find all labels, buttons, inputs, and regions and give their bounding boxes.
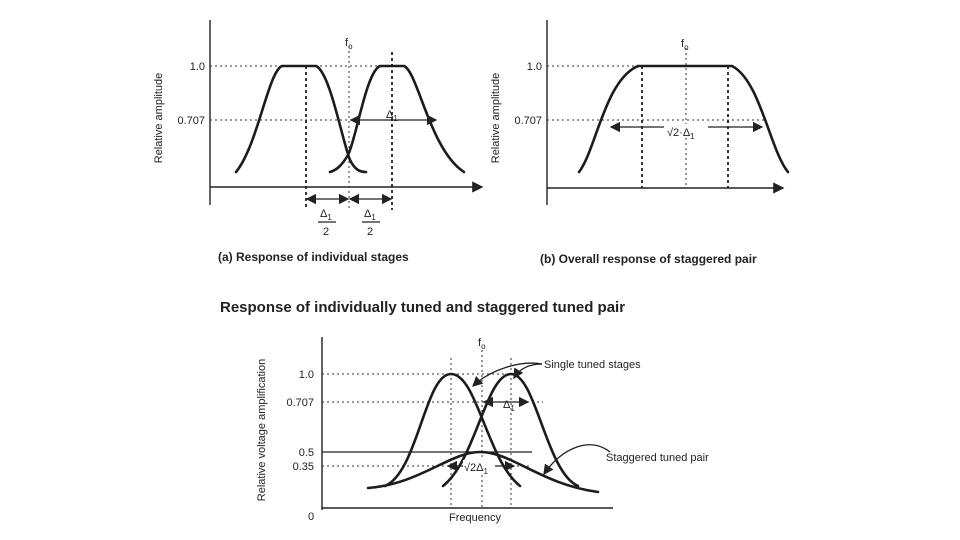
panel-a: Relative amplitude 1.0 0.707 fo Δ1 Δ1 2 … [153, 20, 484, 264]
panel-c-zero: 0 [308, 511, 314, 523]
panel-a-ylabel: Relative amplitude [153, 73, 165, 164]
panel-c-ylabel: Relative voltage amplification [256, 359, 268, 501]
panel-a-fo-label: fo [345, 37, 353, 51]
svg-text:2: 2 [323, 226, 329, 238]
panel-b-ylabel: Relative amplitude [490, 73, 502, 164]
panel-c-fo-label: fo [478, 337, 486, 351]
panel-c-pointer-single-1 [472, 362, 543, 387]
panel-c-curve-stage-1 [383, 372, 522, 488]
panel-b-caption: (b) Overall response of staggered pair [540, 252, 757, 266]
panel-c-tick-035: 0.35 [293, 461, 314, 473]
panel-b-curve-overall [577, 64, 790, 174]
panel-c-tick-1: 1.0 [299, 369, 314, 381]
panel-a-caption: (a) Response of individual stages [218, 250, 409, 264]
panel-b-fo-label: fo [681, 38, 689, 52]
svg-text:Δ1: Δ1 [364, 208, 376, 222]
panel-a-half-fraction-1: Δ1 2 [318, 208, 336, 238]
panel-a-delta-label: Δ1 [386, 109, 398, 123]
panel-c-pointer-single-2 [513, 363, 543, 380]
panel-a-curve-stage-1 [234, 64, 368, 174]
panel-c-label-pair: Staggered tuned pair [606, 452, 709, 464]
figure-title: Response of individually tuned and stagg… [220, 299, 625, 316]
panel-b-tick-1: 1.0 [527, 61, 542, 73]
panel-b-bandwidth-label: √2·Δ1 [667, 127, 695, 141]
svg-text:Δ1: Δ1 [320, 208, 332, 222]
panel-c-tick-0707: 0.707 [286, 397, 314, 409]
panel-c-curve-stage-2 [441, 372, 580, 488]
panel-b: Relative amplitude 1.0 0.707 fo √2·Δ1 (b… [490, 20, 790, 266]
panel-a-tick-0707: 0.707 [177, 115, 205, 127]
panel-c-delta-label: Δ1 [503, 399, 515, 413]
panel-b-tick-0707: 0.707 [514, 115, 542, 127]
panel-c-label-single: Single tuned stages [544, 359, 641, 371]
panel-c-bandwidth-label: √2Δ1 [464, 462, 489, 476]
svg-text:2: 2 [367, 226, 373, 238]
panel-c-tick-05: 0.5 [299, 447, 314, 459]
panel-c-xlabel: Frequency [449, 512, 501, 524]
panel-c-pointer-pair [543, 444, 611, 476]
panel-a-tick-1: 1.0 [190, 61, 205, 73]
panel-a-half-fraction-2: Δ1 2 [362, 208, 380, 238]
panel-c: Relative voltage amplification 1.0 0.707… [256, 337, 709, 524]
panel-c-curve-staggered [366, 450, 600, 494]
